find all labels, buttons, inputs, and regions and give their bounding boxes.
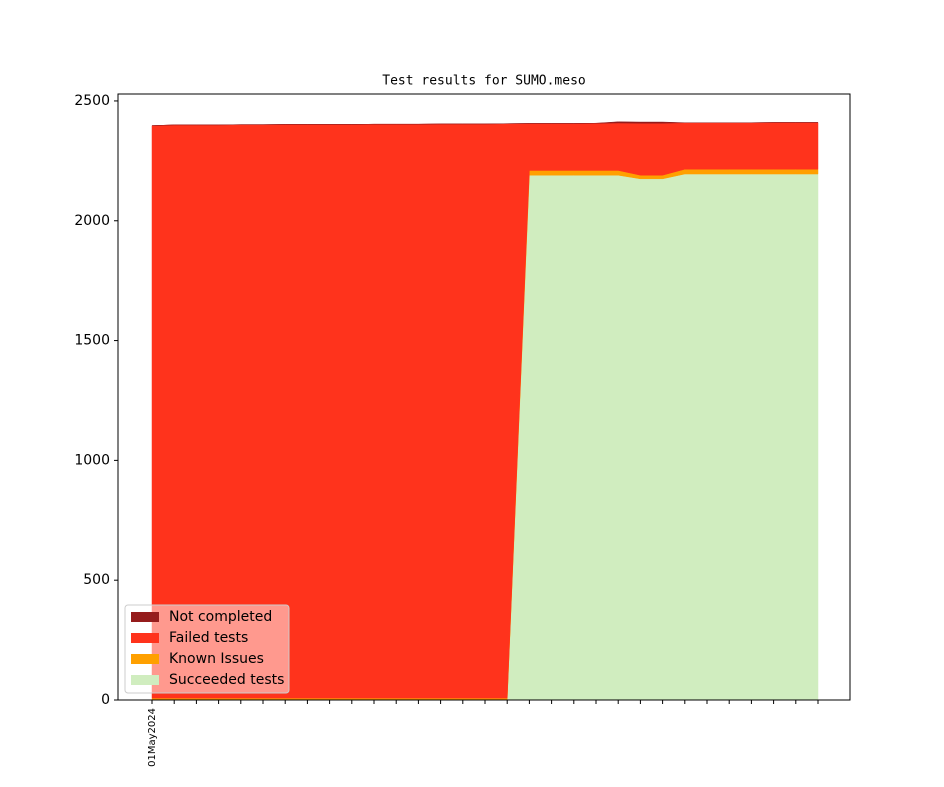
legend-swatch bbox=[131, 654, 159, 664]
y-tick-label: 2000 bbox=[74, 213, 110, 229]
legend-swatch bbox=[131, 633, 159, 643]
legend-label: Succeeded tests bbox=[169, 672, 284, 688]
area bbox=[151, 121, 818, 126]
legend-label: Known Issues bbox=[169, 651, 264, 667]
x-tick-label: 01May2024 bbox=[147, 708, 158, 767]
y-tick-label: 0 bbox=[101, 692, 110, 708]
y-tick-label: 1500 bbox=[74, 333, 110, 349]
y-tick-label: 500 bbox=[83, 572, 110, 588]
legend-label: Not completed bbox=[169, 609, 272, 625]
legend-swatch bbox=[131, 612, 159, 622]
legend-label: Failed tests bbox=[169, 630, 248, 646]
plot-frame bbox=[117, 93, 851, 701]
legend-box bbox=[124, 604, 290, 694]
y-tick-label: 1000 bbox=[74, 452, 110, 468]
y-tick-label: 2500 bbox=[74, 93, 110, 109]
chart-title: Test results for SUMO.meso bbox=[382, 74, 586, 89]
legend-swatch bbox=[131, 675, 159, 685]
